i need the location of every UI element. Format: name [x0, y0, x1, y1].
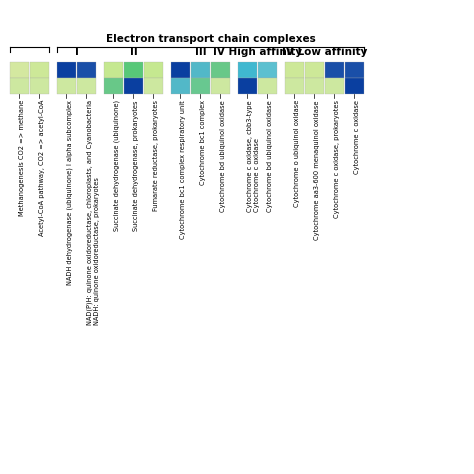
- Text: III: III: [195, 47, 206, 57]
- Text: IV Low affinity: IV Low affinity: [282, 47, 367, 57]
- Text: Cytochrome c oxidase, cbb3-type
Cytochrome c oxidase: Cytochrome c oxidase, cbb3-type Cytochro…: [247, 100, 261, 211]
- Bar: [10, 62, 29, 78]
- Text: Succinate dehydrogenase, prokaryotes: Succinate dehydrogenase, prokaryotes: [134, 100, 139, 230]
- Bar: [77, 78, 96, 94]
- Bar: [171, 62, 190, 78]
- Text: Succinate dehydrogenase (ubiquinone): Succinate dehydrogenase (ubiquinone): [113, 100, 120, 231]
- Text: Acetyl-CoA pathway, CO2 => acetyl-CoA: Acetyl-CoA pathway, CO2 => acetyl-CoA: [39, 100, 46, 237]
- Text: Cytochrome c oxidase, prokaryotes: Cytochrome c oxidase, prokaryotes: [335, 100, 340, 218]
- Bar: [171, 78, 190, 94]
- Bar: [144, 78, 163, 94]
- Bar: [124, 62, 143, 78]
- Text: I: I: [74, 47, 78, 57]
- Text: II: II: [129, 47, 137, 57]
- Bar: [305, 62, 324, 78]
- Bar: [345, 62, 364, 78]
- Text: IV High affinity: IV High affinity: [213, 47, 302, 57]
- Bar: [124, 78, 143, 94]
- Bar: [30, 62, 49, 78]
- Bar: [57, 62, 76, 78]
- Bar: [191, 78, 210, 94]
- Text: NAD(P)H: quinone oxidoreductase, chloroplasts, and Cyanobacteria
NADH: quinone o: NAD(P)H: quinone oxidoreductase, chlorop…: [86, 100, 100, 325]
- Text: Cytochrome bc1 complex respiratory unit: Cytochrome bc1 complex respiratory unit: [181, 100, 186, 239]
- Bar: [285, 78, 304, 94]
- Bar: [305, 78, 324, 94]
- Bar: [10, 78, 29, 94]
- Bar: [211, 78, 230, 94]
- Bar: [30, 78, 49, 94]
- Text: Fumarate reductase, prokaryotes: Fumarate reductase, prokaryotes: [154, 100, 159, 211]
- Bar: [211, 62, 230, 78]
- Bar: [104, 62, 123, 78]
- Bar: [191, 62, 210, 78]
- Text: Cytochrome bd ubiquinol oxidase: Cytochrome bd ubiquinol oxidase: [220, 100, 227, 212]
- Text: Cytochrome c oxidase: Cytochrome c oxidase: [355, 100, 361, 174]
- Text: Cytochrome aa3-600 menaquinol oxidase: Cytochrome aa3-600 menaquinol oxidase: [315, 100, 320, 239]
- Text: NADH dehydrogenase (ubiquinone) I alpha subcomplex: NADH dehydrogenase (ubiquinone) I alpha …: [66, 100, 73, 285]
- Text: Electron transport chain complexes: Electron transport chain complexes: [106, 34, 315, 44]
- Text: Cytochrome bc1 complex: Cytochrome bc1 complex: [201, 100, 207, 185]
- Bar: [285, 62, 304, 78]
- Text: Methanogenesis CO2 => methane: Methanogenesis CO2 => methane: [19, 100, 26, 216]
- Bar: [238, 62, 257, 78]
- Bar: [345, 78, 364, 94]
- Bar: [77, 62, 96, 78]
- Bar: [258, 62, 277, 78]
- Bar: [325, 62, 344, 78]
- Bar: [238, 78, 257, 94]
- Bar: [325, 78, 344, 94]
- Bar: [144, 62, 163, 78]
- Text: Cytochrome bd ubiquinol oxidase: Cytochrome bd ubiquinol oxidase: [267, 100, 273, 212]
- Bar: [258, 78, 277, 94]
- Bar: [57, 78, 76, 94]
- Bar: [104, 78, 123, 94]
- Text: Cytochrome o ubiquinol oxidase: Cytochrome o ubiquinol oxidase: [294, 100, 301, 208]
